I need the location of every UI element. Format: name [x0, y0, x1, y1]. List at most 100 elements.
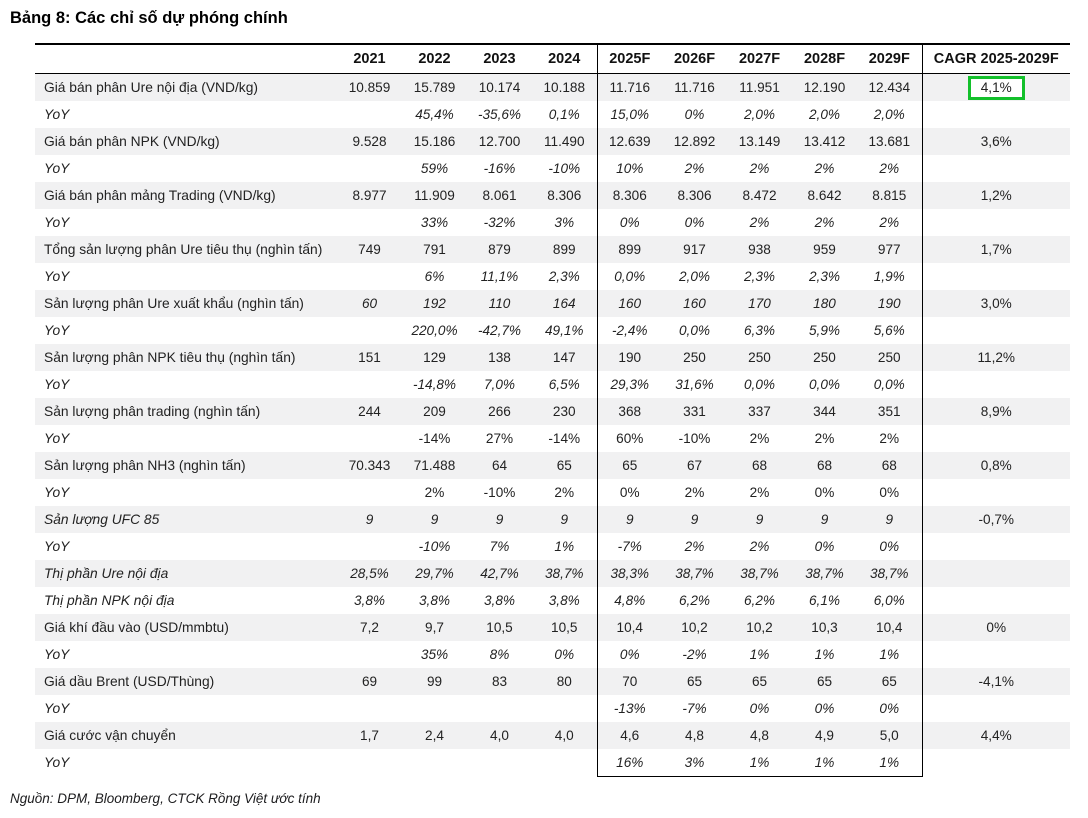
- table-row: YoY -14% 27% -14% 60% -10% 2% 2% 2%: [35, 425, 1070, 452]
- col-header-2029f: 2029F: [857, 43, 922, 74]
- cell-2021: 7,2: [360, 620, 379, 635]
- cell-2028f: 250: [813, 350, 836, 365]
- cell-2028f: 65: [816, 674, 833, 689]
- col-header-label: [35, 43, 337, 74]
- col-header-2022: 2022: [402, 43, 467, 74]
- cell-2021: 749: [358, 242, 381, 257]
- row-label: YoY: [44, 215, 70, 230]
- cell-2026f: 2%: [684, 539, 705, 554]
- cell-2029f: 1%: [879, 647, 900, 662]
- cell-2025f: 190: [596, 344, 662, 371]
- cell-cagr: 0%: [921, 614, 1070, 641]
- cell-2022: 3,8%: [419, 593, 450, 608]
- cell-2029f: 12.434: [868, 80, 911, 95]
- cell-2025f: 0%: [596, 641, 662, 668]
- table-row: Giá bán phân mảng Trading (VND/kg) 8.977 1…: [35, 182, 1070, 209]
- cell-2022: [402, 695, 467, 722]
- table-row: Giá dầu Brent (USD/Thùng) 69 99 83 80 70 65 65 6…: [35, 668, 1070, 695]
- cell-2029f: 0%: [879, 701, 900, 716]
- cell-2022: -10%: [418, 539, 451, 554]
- cell-cagr: 4,1%: [921, 73, 1070, 101]
- cell-2027f: 68: [751, 458, 768, 473]
- row-label: Sản lượng phân NH3 (nghìn tấn): [44, 458, 246, 473]
- cell-2024: 147: [552, 350, 576, 365]
- row-label: Giá dầu Brent (USD/Thùng): [44, 674, 215, 689]
- cell-2026f: 6,2%: [679, 593, 710, 608]
- cell-2028f: 0,0%: [809, 377, 840, 392]
- cell-2028f: 2%: [814, 161, 835, 176]
- cell-2021: 244: [358, 404, 381, 419]
- col-header-2021: 2021: [337, 43, 402, 74]
- cell-2023: 8.061: [482, 188, 517, 203]
- cell-2023: 138: [488, 350, 511, 365]
- table-row: YoY 33% -32% 3% 0% 0% 2% 2% 2%: [35, 209, 1070, 236]
- cell-2021: [337, 209, 402, 236]
- cell-2025f: 0%: [596, 209, 662, 236]
- cell-2025f: 16%: [596, 749, 662, 777]
- cell-2023: 110: [488, 296, 511, 311]
- cell-2027f: 9: [755, 512, 764, 527]
- row-label: YoY: [44, 539, 70, 554]
- cell-2024: 38,7%: [544, 566, 584, 581]
- cell-2022: 11.909: [414, 188, 455, 203]
- cell-2021: [337, 263, 402, 290]
- cell-2022: 59%: [420, 161, 449, 176]
- cell-2027f: 2%: [749, 431, 770, 446]
- cell-2026f: 38,7%: [675, 566, 714, 581]
- cell-2029f: 2%: [879, 431, 900, 446]
- cell-2026f: -7%: [682, 701, 707, 716]
- cell-2028f: 180: [813, 296, 836, 311]
- cell-2028f: 1%: [814, 647, 835, 662]
- row-label: YoY: [44, 755, 70, 771]
- table-body: Giá bán phân Ure nội địa (VND/kg) 10.859 1…: [35, 73, 1070, 777]
- cell-2026f: 2%: [684, 161, 705, 176]
- cell-2028f: 0%: [814, 701, 835, 716]
- cell-2027f: 4,8: [750, 728, 769, 743]
- cell-2028f: 2,0%: [809, 107, 840, 122]
- cell-2025f: 70: [596, 668, 662, 695]
- cell-2022: 2%: [424, 485, 445, 500]
- table-row: Giá khí đầu vào (USD/mmbtu) 7,2 9,7 10,5 10,…: [35, 614, 1070, 641]
- table-row: Sản lượng phân NPK tiêu thụ (nghìn tấn) 1…: [35, 344, 1070, 371]
- cell-2024: 49,1%: [544, 323, 584, 338]
- cell-2027f: 2,0%: [744, 107, 775, 122]
- cell-2026f: 4,8: [685, 728, 704, 743]
- cell-2021: [337, 317, 402, 344]
- col-header-2028f: 2028F: [792, 43, 857, 74]
- cell-2029f: 2%: [879, 161, 900, 176]
- table-row: Sản lượng UFC 85 9 9 9 9 9 9 9 9 9 -0,7%: [35, 506, 1070, 533]
- cell-2023: -35,6%: [477, 107, 522, 122]
- cell-2027f: 250: [748, 350, 771, 365]
- cell-cagr: 1,7%: [921, 236, 1070, 263]
- row-label: YoY: [44, 485, 70, 500]
- table-row: Sản lượng phân NH3 (nghìn tấn) 70.343 71.4…: [35, 452, 1070, 479]
- cell-2026f: 331: [683, 404, 706, 419]
- cell-2029f: 68: [881, 458, 897, 473]
- cell-2024: 80: [556, 674, 572, 689]
- cell-2028f: 6,1%: [809, 593, 840, 608]
- cell-2023: 879: [488, 242, 511, 257]
- cell-2023: 8%: [489, 647, 510, 662]
- col-header-2025f: 2025F: [596, 43, 662, 74]
- row-label: YoY: [44, 377, 70, 392]
- cell-2024: 0%: [554, 647, 575, 662]
- row-label: Sản lượng phân trading (nghìn tấn): [44, 404, 261, 419]
- cell-2022: 9,7: [425, 620, 444, 635]
- cell-2029f: 0%: [879, 485, 900, 500]
- cell-2028f: 344: [813, 404, 836, 419]
- cell-cagr: 0,8%: [921, 452, 1070, 479]
- cell-2024: 1%: [554, 539, 575, 554]
- cell-2021: [337, 425, 402, 452]
- cell-2026f: -10%: [678, 431, 711, 446]
- cell-2028f: 9: [820, 512, 829, 527]
- cell-2023: 10,5: [486, 620, 513, 635]
- col-header-2023: 2023: [467, 43, 532, 74]
- header-row: 2021 2022 2023 2024 2025F 2026F 2027F 2028F 2029…: [35, 43, 1070, 74]
- cell-2024: 2%: [554, 485, 575, 500]
- cell-cagr: 4,4%: [921, 722, 1070, 749]
- cell-2021: [337, 749, 402, 777]
- cell-2026f: 160: [683, 296, 706, 311]
- cell-2022: 29,7%: [415, 566, 454, 581]
- cell-2025f: 11.716: [596, 73, 662, 101]
- row-label: YoY: [44, 269, 70, 284]
